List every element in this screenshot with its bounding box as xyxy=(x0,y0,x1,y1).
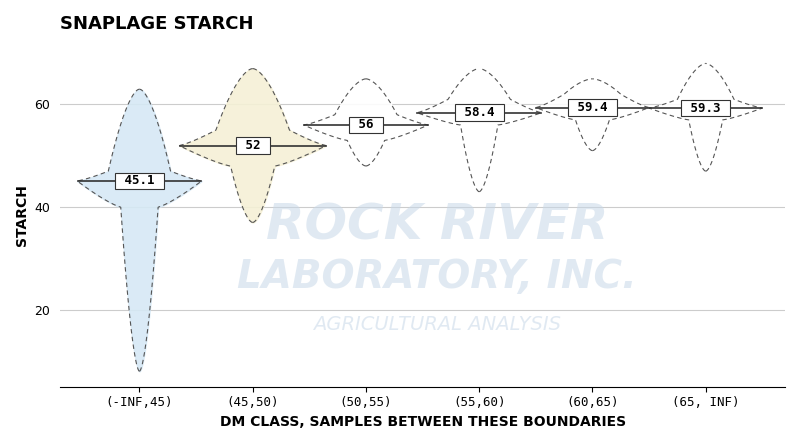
Text: LABORATORY, INC.: LABORATORY, INC. xyxy=(237,258,637,296)
X-axis label: DM CLASS, SAMPLES BETWEEN THESE BOUNDARIES: DM CLASS, SAMPLES BETWEEN THESE BOUNDARI… xyxy=(219,415,626,429)
Text: 56: 56 xyxy=(351,119,381,131)
Text: 52: 52 xyxy=(238,139,268,152)
Text: 58.4: 58.4 xyxy=(457,106,502,119)
Text: 45.1: 45.1 xyxy=(117,174,162,187)
Y-axis label: STARCH: STARCH xyxy=(15,184,29,246)
Text: ROCK RIVER: ROCK RIVER xyxy=(266,201,608,249)
Text: SNAPLAGE STARCH: SNAPLAGE STARCH xyxy=(60,15,254,33)
Text: 59.4: 59.4 xyxy=(570,101,615,114)
Text: AGRICULTURAL ANALYSIS: AGRICULTURAL ANALYSIS xyxy=(313,315,561,334)
Text: 59.3: 59.3 xyxy=(683,102,728,115)
